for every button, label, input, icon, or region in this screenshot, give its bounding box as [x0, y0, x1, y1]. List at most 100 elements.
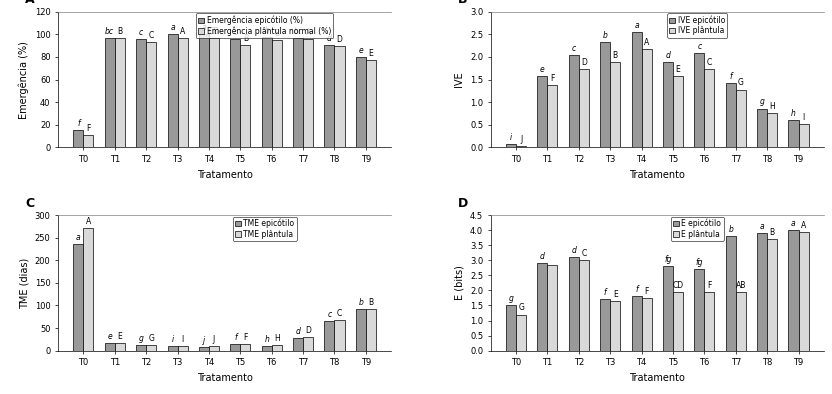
Bar — [600, 299, 610, 351]
Text: fg: fg — [664, 255, 671, 264]
Text: F: F — [243, 333, 248, 342]
Bar — [146, 345, 156, 351]
Text: B: B — [275, 29, 280, 38]
Text: D: D — [458, 197, 468, 210]
Bar — [506, 305, 516, 351]
Bar — [569, 257, 579, 351]
Text: d: d — [666, 51, 671, 60]
Text: A: A — [801, 221, 806, 230]
Text: d: d — [327, 33, 332, 43]
Bar — [366, 60, 376, 147]
Text: bc: bc — [105, 27, 114, 36]
Bar — [537, 76, 547, 147]
Text: b: b — [359, 298, 364, 307]
Bar — [673, 292, 683, 351]
Text: F: F — [550, 74, 555, 83]
Bar — [767, 239, 777, 351]
X-axis label: Tratamento: Tratamento — [629, 373, 686, 383]
Bar — [641, 298, 651, 351]
Bar — [272, 345, 282, 351]
Text: B: B — [458, 0, 467, 6]
Legend: IVE epicótilo, IVE plântula: IVE epicótilo, IVE plântula — [667, 13, 727, 37]
Bar — [272, 40, 282, 147]
Bar — [547, 265, 557, 351]
Text: f: f — [234, 333, 236, 342]
Text: G: G — [738, 78, 744, 87]
Bar — [547, 85, 557, 147]
Text: B: B — [612, 51, 618, 60]
Bar — [199, 347, 209, 351]
Text: F: F — [707, 281, 711, 290]
Bar — [695, 269, 705, 351]
Bar — [293, 38, 303, 147]
Bar — [579, 260, 589, 351]
Bar — [209, 38, 219, 147]
Text: D: D — [337, 35, 343, 44]
Bar — [757, 233, 767, 351]
Text: H: H — [770, 102, 775, 111]
Text: E: E — [117, 332, 122, 341]
Text: G: G — [518, 303, 524, 312]
Bar — [262, 346, 272, 351]
Text: j: j — [203, 336, 205, 345]
Bar — [334, 46, 344, 147]
Text: C: C — [337, 309, 342, 318]
Bar — [115, 343, 125, 351]
Text: J: J — [213, 335, 215, 344]
Bar — [230, 39, 240, 147]
X-axis label: Tratamento: Tratamento — [196, 169, 253, 180]
Text: g: g — [508, 294, 513, 303]
X-axis label: Tratamento: Tratamento — [196, 373, 253, 383]
Text: C: C — [582, 249, 587, 258]
Text: c: c — [327, 310, 332, 319]
Text: f: f — [77, 119, 80, 128]
Bar — [789, 230, 799, 351]
Text: E: E — [613, 290, 617, 299]
Text: E: E — [369, 49, 374, 58]
X-axis label: Tratamento: Tratamento — [629, 169, 686, 180]
Text: A: A — [644, 38, 649, 47]
Text: i: i — [171, 335, 174, 344]
Text: e: e — [359, 46, 364, 55]
Text: d: d — [572, 246, 577, 255]
Bar — [600, 42, 610, 147]
Text: C: C — [25, 197, 34, 210]
Bar — [230, 344, 240, 351]
Text: A: A — [180, 27, 186, 36]
Bar — [663, 266, 673, 351]
Text: H: H — [274, 334, 280, 343]
Text: A: A — [86, 217, 91, 226]
Text: h: h — [791, 109, 796, 118]
Bar — [506, 144, 516, 147]
Bar — [177, 38, 187, 147]
Bar — [695, 53, 705, 147]
Bar — [105, 38, 115, 147]
Text: b: b — [728, 225, 733, 234]
Text: A: A — [25, 0, 35, 6]
Bar — [303, 39, 313, 147]
Bar — [569, 55, 579, 147]
Bar — [83, 135, 93, 147]
Bar — [631, 296, 641, 351]
Text: B: B — [770, 228, 775, 237]
Text: f: f — [730, 72, 732, 81]
Text: f: f — [604, 288, 607, 297]
Text: F: F — [87, 124, 91, 133]
Y-axis label: E (bits): E (bits) — [454, 266, 464, 300]
Bar — [789, 120, 799, 147]
Bar — [705, 69, 715, 147]
Bar — [177, 346, 187, 351]
Y-axis label: IVE: IVE — [454, 72, 464, 87]
Bar — [663, 62, 673, 147]
Text: c: c — [572, 44, 576, 53]
Text: c: c — [139, 28, 143, 37]
Bar — [115, 38, 125, 147]
Text: a: a — [634, 20, 639, 30]
Y-axis label: TME (dias): TME (dias) — [19, 257, 29, 309]
Bar — [240, 344, 250, 351]
Bar — [303, 337, 313, 351]
Text: AB: AB — [735, 281, 746, 290]
Bar — [705, 292, 715, 351]
Bar — [631, 32, 641, 147]
Text: c: c — [697, 42, 701, 51]
